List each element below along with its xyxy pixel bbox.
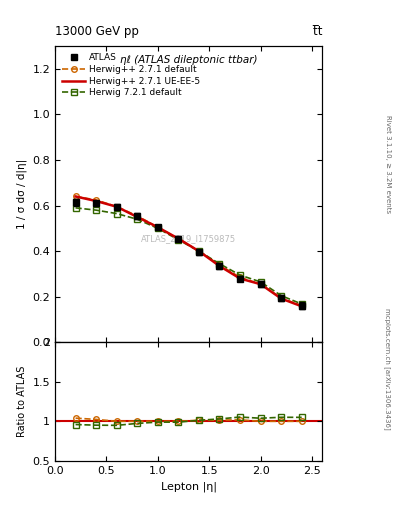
Y-axis label: Ratio to ATLAS: Ratio to ATLAS	[17, 366, 27, 437]
Text: t̅t: t̅t	[313, 26, 322, 38]
Legend: ATLAS, Herwig++ 2.7.1 default, Herwig++ 2.7.1 UE-EE-5, Herwig 7.2.1 default: ATLAS, Herwig++ 2.7.1 default, Herwig++ …	[59, 51, 203, 100]
Text: ηℓ (ATLAS dileptonic ttbar): ηℓ (ATLAS dileptonic ttbar)	[120, 55, 257, 65]
Text: Rivet 3.1.10, ≥ 3.2M events: Rivet 3.1.10, ≥ 3.2M events	[385, 115, 391, 213]
Y-axis label: 1 / σ dσ / d|η|: 1 / σ dσ / d|η|	[17, 159, 27, 229]
Text: mcplots.cern.ch [arXiv:1306.3436]: mcplots.cern.ch [arXiv:1306.3436]	[384, 308, 391, 430]
Text: ATLAS_2019_I1759875: ATLAS_2019_I1759875	[141, 234, 236, 243]
X-axis label: Lepton |η|: Lepton |η|	[161, 481, 217, 492]
Text: 13000 GeV pp: 13000 GeV pp	[55, 26, 139, 38]
